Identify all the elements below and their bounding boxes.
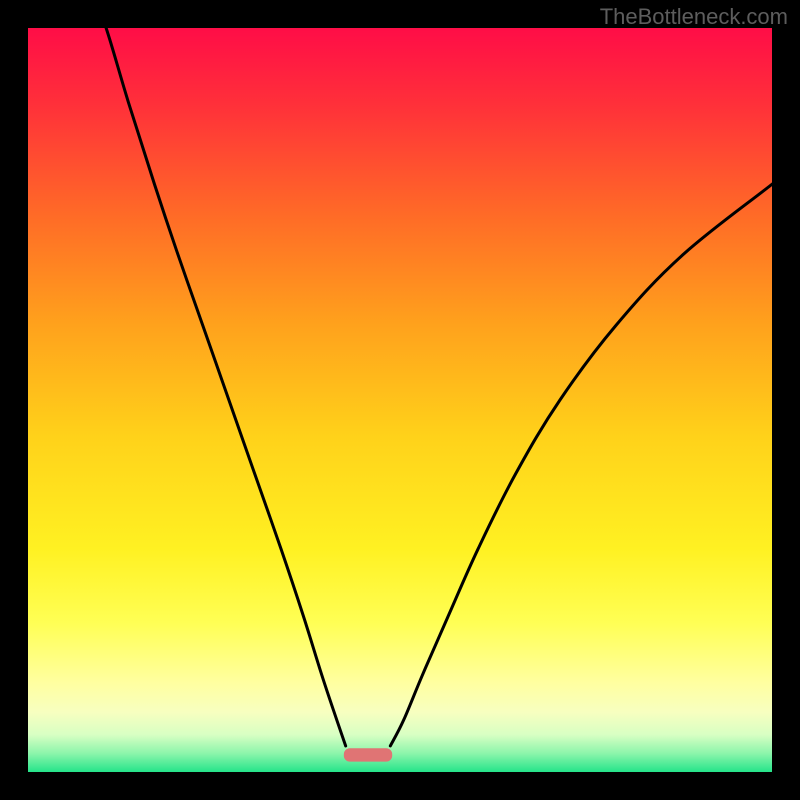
chart-container: TheBottleneck.com <box>0 0 800 800</box>
watermark-text: TheBottleneck.com <box>600 4 788 30</box>
bottleneck-chart-svg <box>0 0 800 800</box>
optimal-marker <box>344 748 392 761</box>
